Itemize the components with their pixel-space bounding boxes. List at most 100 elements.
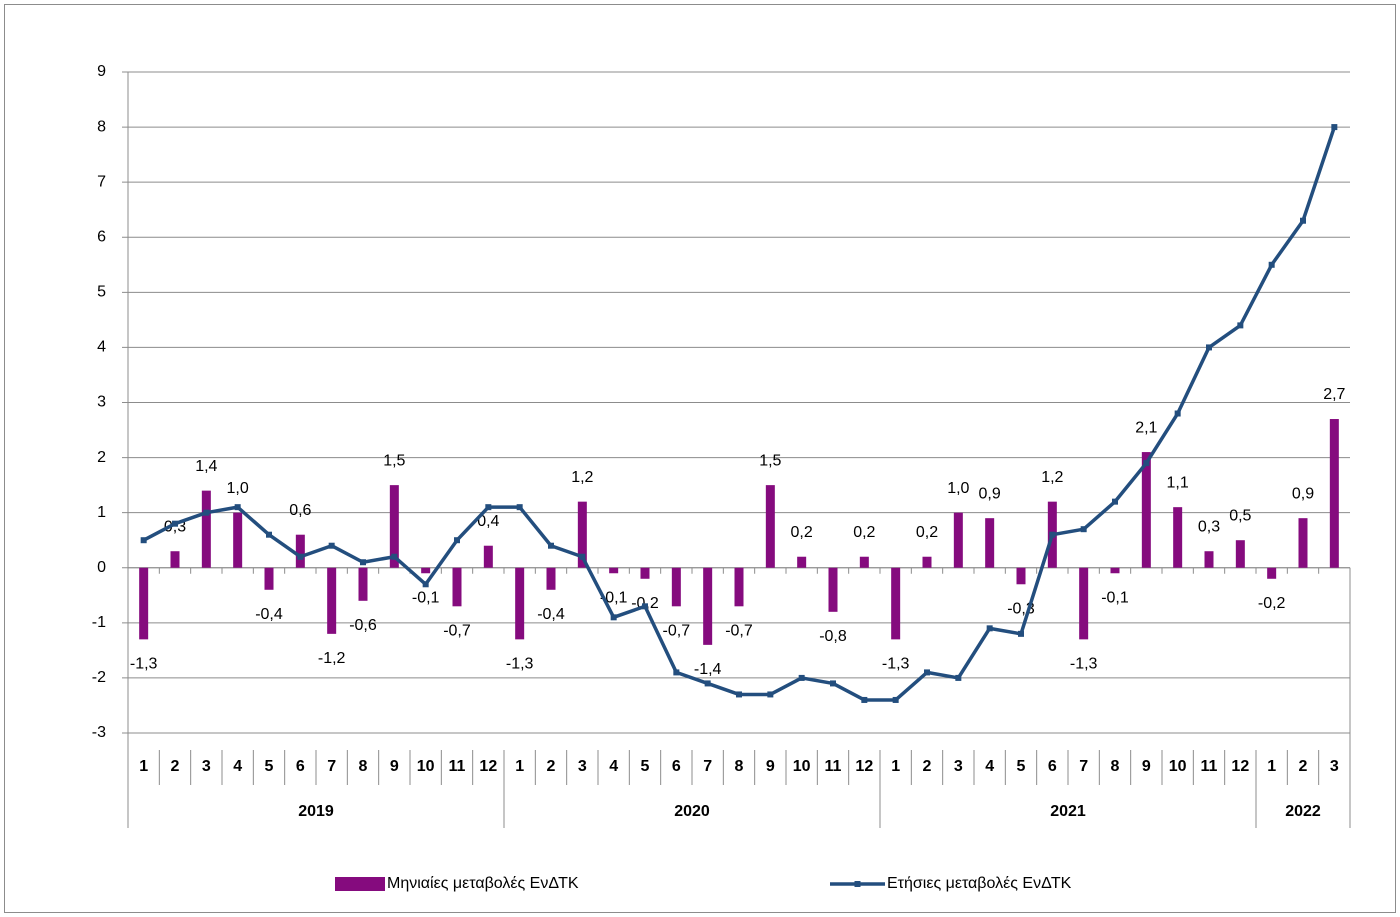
line-marker — [328, 542, 335, 549]
bar — [609, 567, 619, 574]
legend-swatch — [335, 877, 385, 891]
bar — [233, 512, 243, 568]
line-marker — [1206, 344, 1212, 351]
line-marker — [140, 537, 147, 544]
bar — [765, 485, 775, 568]
x-tick-label: 12 — [1231, 758, 1249, 775]
bar — [139, 567, 149, 640]
x-tick-label: 2 — [923, 758, 932, 775]
data-label: 1,5 — [383, 452, 405, 469]
x-tick-label: 11 — [825, 758, 842, 775]
line-marker — [1174, 410, 1181, 417]
line-marker — [579, 553, 586, 560]
data-label: -0,7 — [725, 623, 753, 640]
x-tick-label: 5 — [641, 758, 650, 775]
data-label: -0,1 — [1101, 589, 1129, 606]
bar — [891, 567, 901, 640]
x-tick-label: 12 — [479, 758, 497, 775]
bar — [170, 551, 180, 568]
bar — [797, 556, 807, 568]
data-label: 1,0 — [227, 480, 249, 497]
line-marker — [485, 504, 492, 511]
chart-border — [4, 4, 1396, 913]
group-label: 2022 — [1285, 803, 1321, 820]
y-tick-label: 0 — [97, 559, 106, 576]
y-tick-label: 7 — [97, 173, 106, 190]
data-label: 2,1 — [1135, 419, 1157, 436]
x-tick-label: 7 — [703, 758, 712, 775]
legend-label: Μηνιαίες μεταβολές ΕνΔΤΚ — [387, 875, 579, 892]
line-marker — [1018, 630, 1024, 637]
y-tick-label: 6 — [97, 228, 106, 245]
line-marker — [955, 674, 962, 681]
bar — [546, 567, 556, 590]
x-tick-label: 10 — [417, 758, 435, 775]
data-label: 0,5 — [1229, 507, 1251, 524]
y-tick-label: -3 — [92, 724, 106, 741]
x-tick-label: 3 — [954, 758, 963, 775]
line-marker — [861, 696, 868, 703]
bar — [1235, 540, 1245, 568]
x-tick-label: 11 — [449, 758, 466, 775]
legend-label: Ετήσιες μεταβολές ΕνΔΤΚ — [887, 875, 1072, 892]
line-marker — [767, 691, 774, 698]
bar — [1079, 567, 1089, 640]
data-label: -0,6 — [349, 617, 377, 634]
data-label: 0,3 — [1198, 518, 1220, 535]
line-marker — [704, 680, 711, 687]
data-label: 1,2 — [571, 469, 593, 486]
bar — [264, 567, 274, 590]
bar — [483, 545, 493, 568]
line-marker — [1300, 217, 1306, 224]
x-tick-label: 10 — [793, 758, 811, 775]
line-marker — [1112, 498, 1118, 505]
line-marker — [642, 603, 648, 610]
line-marker — [360, 559, 366, 566]
x-tick-label: 1 — [139, 758, 148, 775]
data-label: -0,7 — [443, 623, 471, 640]
y-tick-label: 9 — [97, 63, 106, 80]
line-marker — [422, 581, 429, 588]
line-marker — [172, 520, 178, 527]
x-tick-label: 1 — [515, 758, 524, 775]
bar — [1141, 452, 1151, 568]
x-tick-label: 2 — [171, 758, 180, 775]
data-label: -1,3 — [130, 656, 158, 673]
data-label: 1,5 — [759, 452, 781, 469]
y-tick-label: 2 — [97, 449, 106, 466]
line-marker — [548, 542, 554, 549]
line-marker — [1237, 322, 1244, 329]
data-label: -0,8 — [819, 628, 847, 645]
x-tick-label: 9 — [1142, 758, 1151, 775]
data-label: -0,7 — [663, 623, 691, 640]
x-tick-label: 10 — [1169, 758, 1187, 775]
line-marker — [516, 504, 523, 511]
line-marker — [1080, 526, 1087, 533]
bar — [421, 567, 431, 574]
data-label: 0,9 — [979, 485, 1001, 502]
data-label: -0,2 — [1258, 595, 1286, 612]
data-label: -0,4 — [537, 606, 565, 623]
line-marker — [1143, 460, 1150, 467]
line-marker — [986, 625, 993, 632]
bar — [703, 567, 713, 645]
x-tick-label: 3 — [1330, 758, 1339, 775]
data-label: 0,2 — [853, 524, 875, 541]
x-tick-label: 1 — [1267, 758, 1276, 775]
data-label: 1,1 — [1167, 474, 1189, 491]
line-marker — [673, 669, 680, 676]
y-tick-label: 3 — [97, 394, 106, 411]
data-label: 1,0 — [947, 480, 969, 497]
data-label: -1,3 — [1070, 656, 1098, 673]
x-tick-label: 1 — [891, 758, 900, 775]
line-marker — [266, 531, 272, 538]
bar — [1298, 518, 1308, 568]
data-label: -1,4 — [694, 661, 722, 678]
data-label: 2,7 — [1323, 386, 1345, 403]
y-tick-label: 1 — [97, 504, 106, 521]
x-tick-label: 8 — [735, 758, 744, 775]
line-marker — [924, 669, 930, 676]
line-marker — [610, 614, 617, 621]
line-marker — [1331, 124, 1338, 131]
